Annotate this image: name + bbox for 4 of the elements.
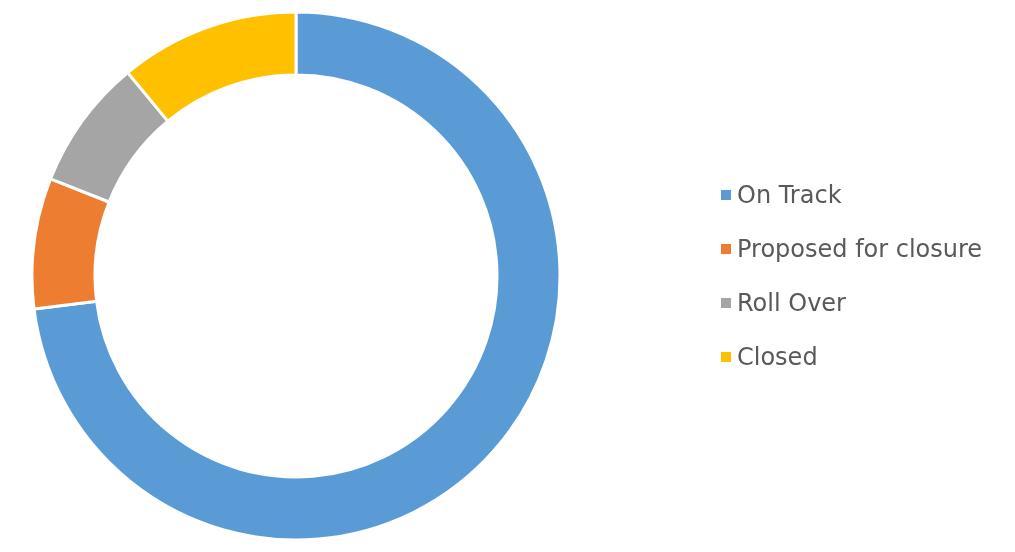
legend-label: Closed xyxy=(737,343,818,371)
legend-label: On Track xyxy=(737,181,842,209)
legend-label: Proposed for closure xyxy=(737,235,983,263)
legend-label: Roll Over xyxy=(737,289,847,317)
